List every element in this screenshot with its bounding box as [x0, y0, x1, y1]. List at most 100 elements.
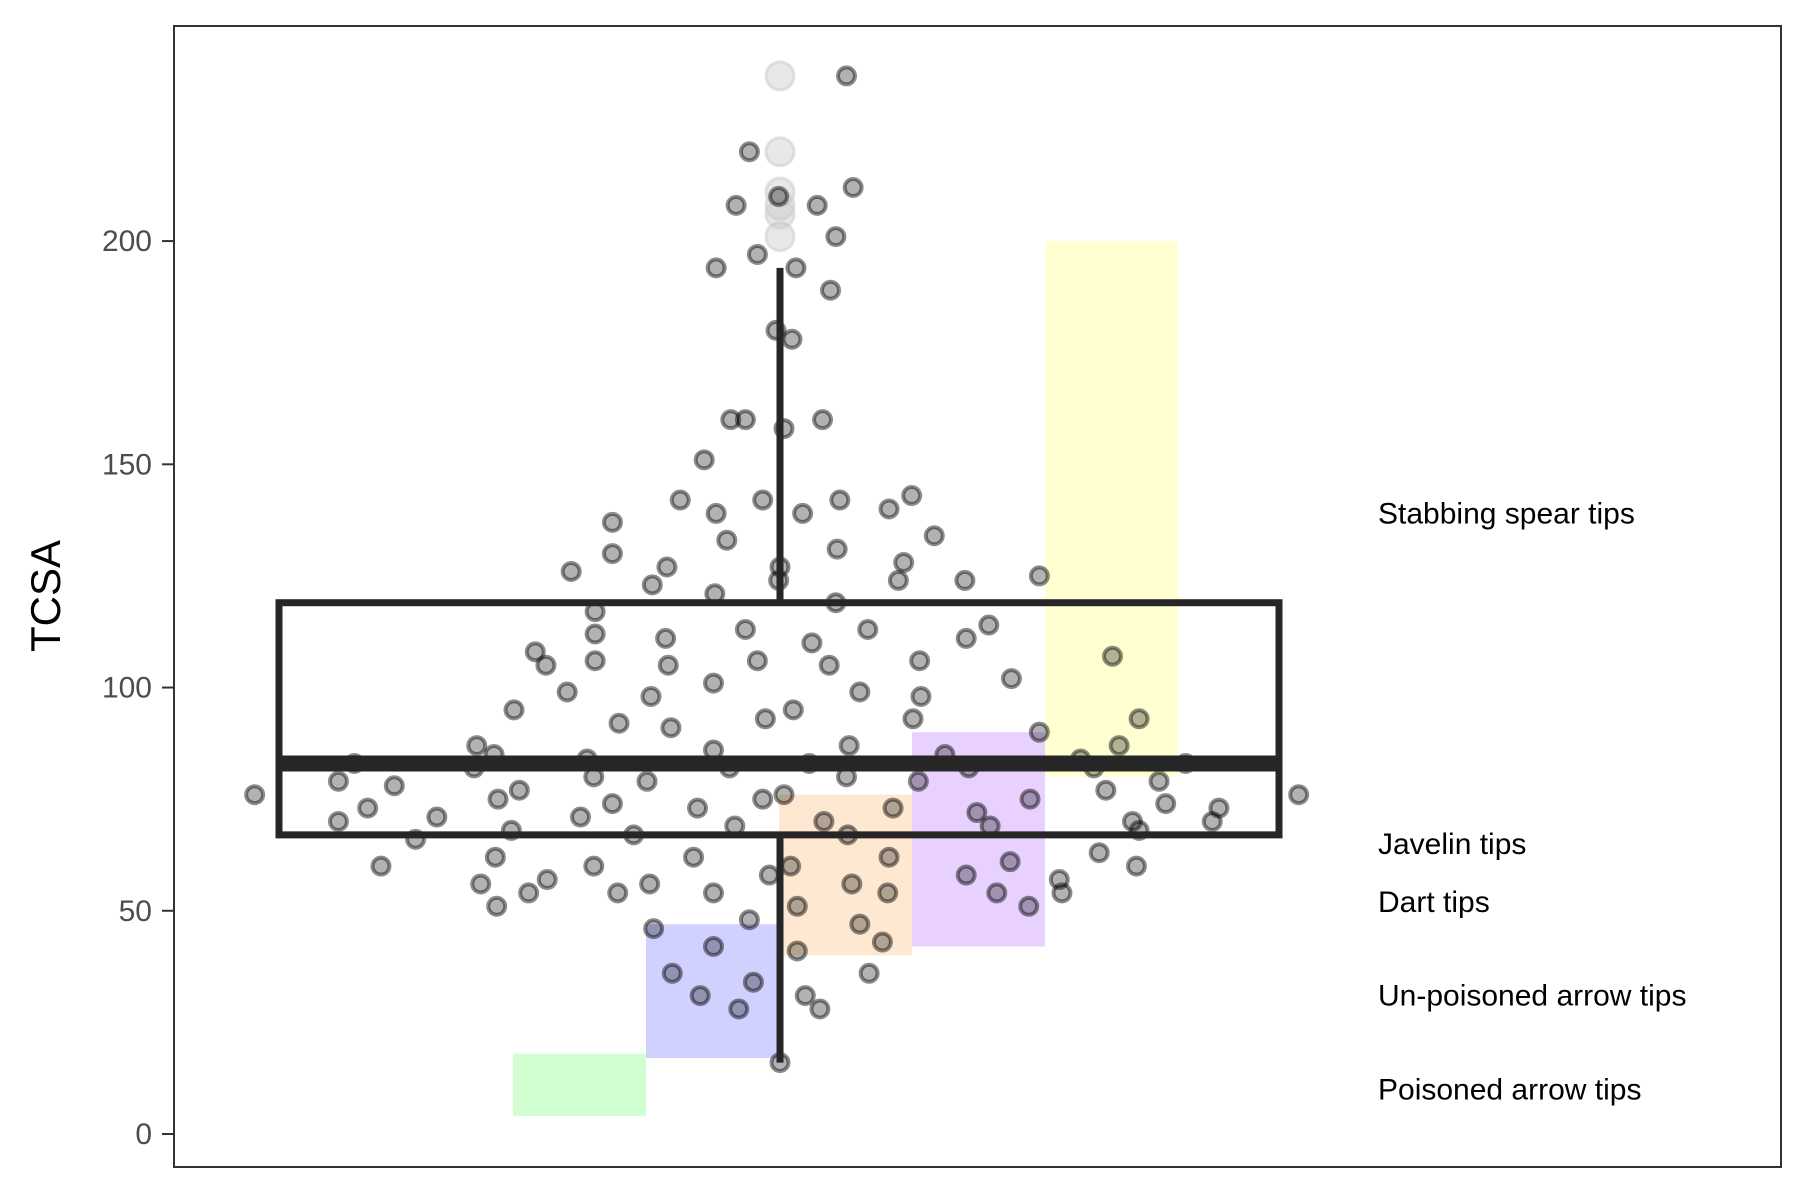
data-point	[813, 810, 835, 832]
data-point	[639, 873, 661, 895]
data-point	[838, 735, 860, 757]
data-point	[536, 869, 558, 891]
data-point	[661, 962, 683, 984]
data-point	[466, 735, 488, 757]
data-point	[849, 681, 871, 703]
data-point	[703, 882, 724, 904]
outlier-points	[764, 60, 796, 253]
y-tick-label: 150	[102, 448, 152, 481]
data-point	[1095, 779, 1117, 801]
data-point	[794, 985, 816, 1007]
data-point	[689, 985, 711, 1007]
data-point	[657, 654, 679, 676]
range-label: Dart tips	[1378, 886, 1490, 919]
data-point	[878, 846, 900, 868]
data-point	[641, 574, 663, 596]
data-point	[508, 779, 530, 801]
data-point	[487, 788, 509, 810]
data-point	[955, 864, 977, 886]
data-point	[608, 712, 630, 734]
data-point	[370, 855, 392, 877]
data-point	[978, 614, 1000, 636]
data-point	[752, 788, 774, 810]
data-point	[857, 619, 879, 641]
data-point	[746, 243, 768, 265]
boxplot	[275, 267, 1283, 1063]
data-point	[820, 279, 842, 301]
data-point	[954, 569, 976, 591]
plot-panel-border	[173, 25, 1782, 1168]
data-point	[584, 623, 606, 645]
data-point	[693, 449, 715, 471]
data-point	[829, 489, 851, 511]
data-point	[754, 708, 776, 730]
data-point	[901, 485, 923, 507]
data-point	[570, 806, 591, 828]
data-point	[923, 525, 945, 547]
data-point	[725, 194, 747, 216]
data-point	[818, 654, 840, 676]
data-point	[1121, 810, 1143, 832]
data-point	[1028, 565, 1050, 587]
range-label: Un-poisoned arrow tips	[1378, 980, 1686, 1013]
range-rect-poisoned-arrow-tips	[513, 1053, 646, 1117]
data-point	[470, 873, 492, 895]
data-point	[842, 177, 864, 199]
data-point	[669, 489, 691, 511]
data-point	[556, 681, 578, 703]
y-tick-label: 100	[102, 672, 152, 705]
data-point	[607, 882, 629, 904]
data-point	[518, 882, 540, 904]
data-point	[786, 940, 808, 962]
data-point	[812, 409, 834, 431]
outlier-point	[764, 60, 796, 92]
data-point	[640, 685, 662, 707]
data-point	[383, 775, 405, 797]
data-point	[1288, 784, 1310, 806]
data-point	[887, 569, 909, 591]
data-point	[524, 641, 546, 663]
data-point	[655, 627, 677, 649]
data-point	[878, 498, 900, 520]
data-point	[785, 257, 807, 279]
outlier-point	[764, 189, 796, 221]
data-point	[705, 502, 727, 524]
data-point	[738, 141, 760, 163]
data-point	[809, 998, 831, 1020]
data-point	[1088, 842, 1110, 864]
data-point	[560, 560, 582, 582]
data-point	[858, 962, 880, 984]
data-point	[734, 619, 756, 641]
data-point	[705, 257, 727, 279]
range-rect-stabbing-spear-tips	[1045, 241, 1178, 777]
box-iqr	[275, 599, 1283, 839]
data-point	[999, 851, 1021, 873]
data-point	[1051, 882, 1073, 904]
data-point	[882, 797, 904, 819]
data-point	[1108, 735, 1130, 757]
data-point	[1028, 721, 1050, 743]
data-point	[601, 511, 623, 533]
data-point	[907, 770, 929, 792]
data-point	[1000, 668, 1022, 690]
data-point	[535, 654, 557, 676]
data-point	[660, 717, 682, 739]
data-point	[780, 855, 802, 877]
data-point	[836, 65, 857, 87]
data-point	[871, 931, 893, 953]
outlier-point	[764, 221, 796, 253]
data-point	[1128, 708, 1150, 730]
data-point	[703, 935, 724, 957]
data-point	[583, 855, 605, 877]
outlier-point	[764, 198, 796, 230]
data-point	[720, 409, 742, 431]
data-point	[687, 797, 709, 819]
data-point	[484, 846, 506, 868]
data-point	[792, 502, 814, 524]
range-rect-dart-tips	[779, 794, 912, 956]
range-label: Stabbing spear tips	[1378, 497, 1635, 530]
data-point	[758, 864, 780, 886]
data-point	[1125, 855, 1147, 877]
data-point	[327, 810, 349, 832]
